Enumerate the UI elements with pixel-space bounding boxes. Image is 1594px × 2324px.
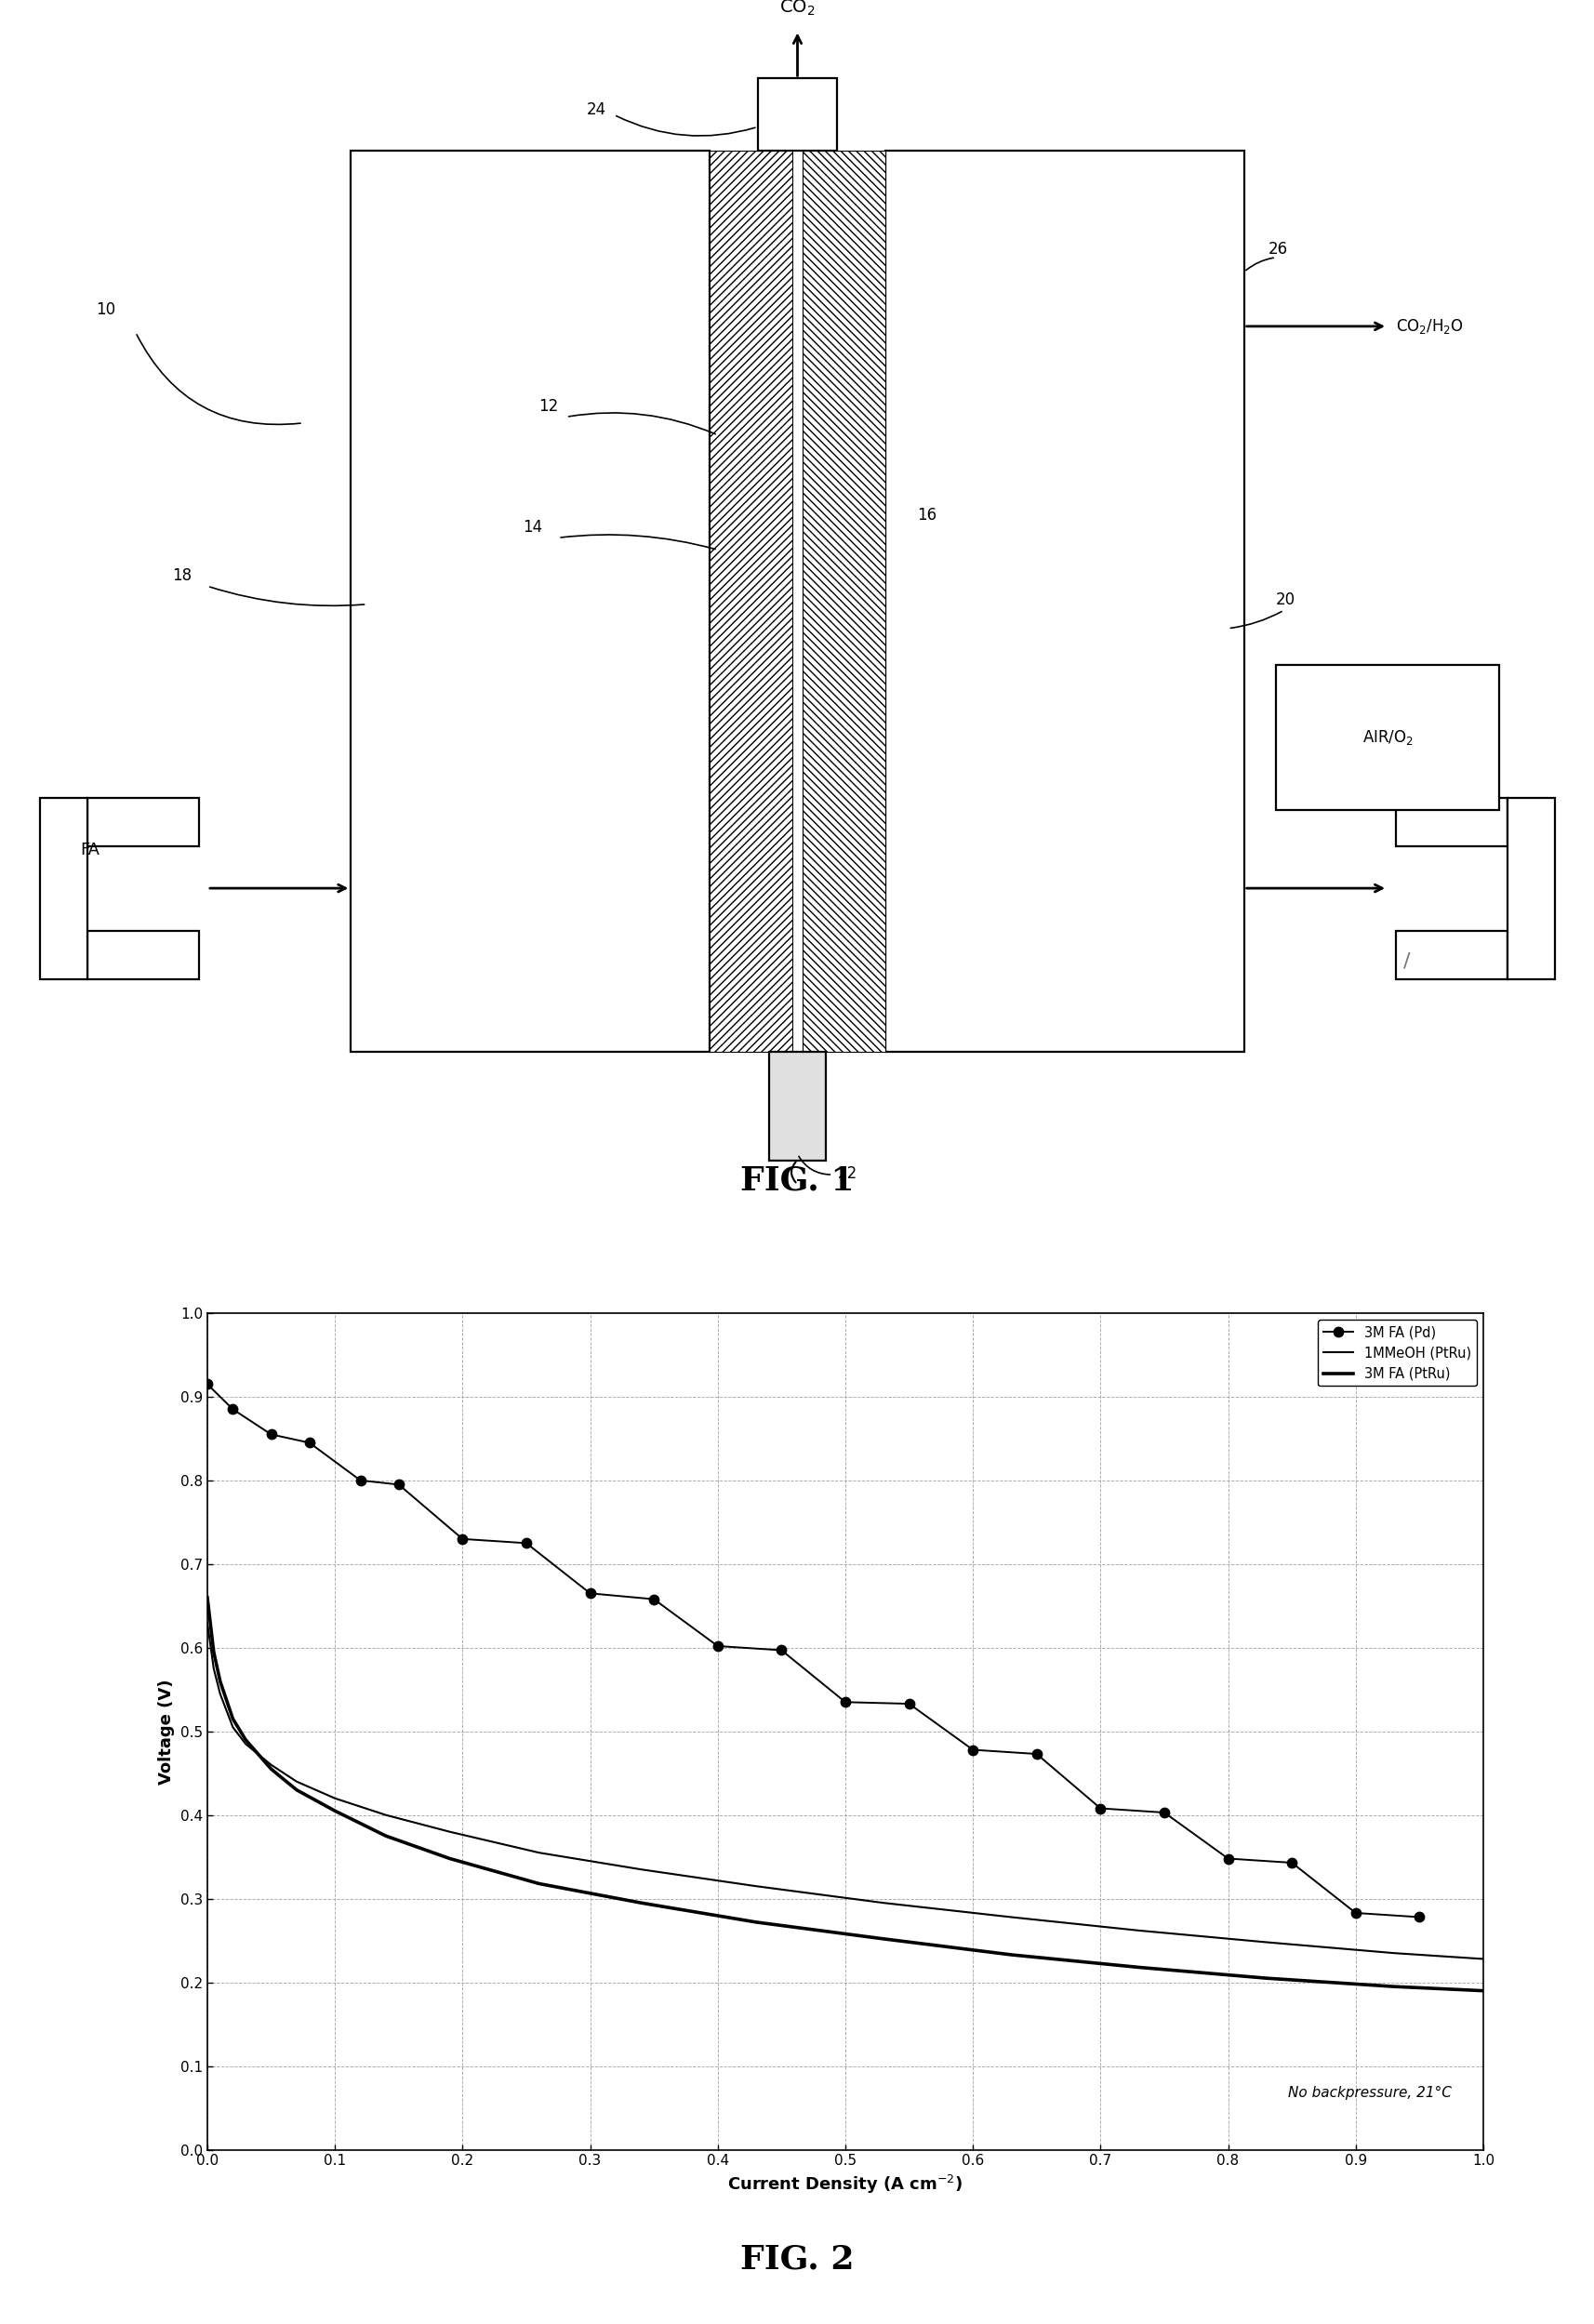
Text: /: / <box>1403 953 1409 971</box>
Bar <box>88 930 199 978</box>
Text: FIG. 2: FIG. 2 <box>740 2243 854 2275</box>
Text: FIG. 1: FIG. 1 <box>740 1164 854 1197</box>
Text: 18: 18 <box>172 567 191 583</box>
Legend: 3M FA (Pd), 1MMeOH (PtRu), 3M FA (PtRu): 3M FA (Pd), 1MMeOH (PtRu), 3M FA (PtRu) <box>1317 1320 1476 1385</box>
Text: AIR/O$_2$: AIR/O$_2$ <box>1361 727 1412 746</box>
Text: No backpressure, 21°C: No backpressure, 21°C <box>1286 2085 1451 2099</box>
Y-axis label: Voltage (V): Voltage (V) <box>158 1678 175 1785</box>
Text: 24: 24 <box>587 102 606 119</box>
Bar <box>885 151 1243 1050</box>
Bar <box>351 151 709 1050</box>
Bar <box>1395 797 1506 846</box>
Text: 26: 26 <box>1267 242 1286 258</box>
Text: FA: FA <box>80 841 99 858</box>
Bar <box>802 151 885 1050</box>
Text: 14: 14 <box>523 518 542 535</box>
X-axis label: Current Density (A cm$^{-2}$): Current Density (A cm$^{-2}$) <box>727 2173 963 2196</box>
Text: 10: 10 <box>96 302 115 318</box>
Text: 16: 16 <box>917 507 936 523</box>
Bar <box>768 1050 826 1160</box>
Text: 12: 12 <box>539 397 558 414</box>
Bar <box>1506 797 1554 978</box>
Bar <box>40 797 88 978</box>
Text: 22: 22 <box>837 1164 856 1183</box>
Bar <box>709 151 792 1050</box>
Bar <box>757 79 837 151</box>
Bar <box>1275 665 1498 809</box>
Text: CO$_2$: CO$_2$ <box>779 0 815 19</box>
Bar <box>1395 930 1506 978</box>
Text: 20: 20 <box>1275 590 1294 609</box>
Bar <box>88 797 199 846</box>
Text: CO$_2$/H$_2$O: CO$_2$/H$_2$O <box>1395 316 1462 335</box>
